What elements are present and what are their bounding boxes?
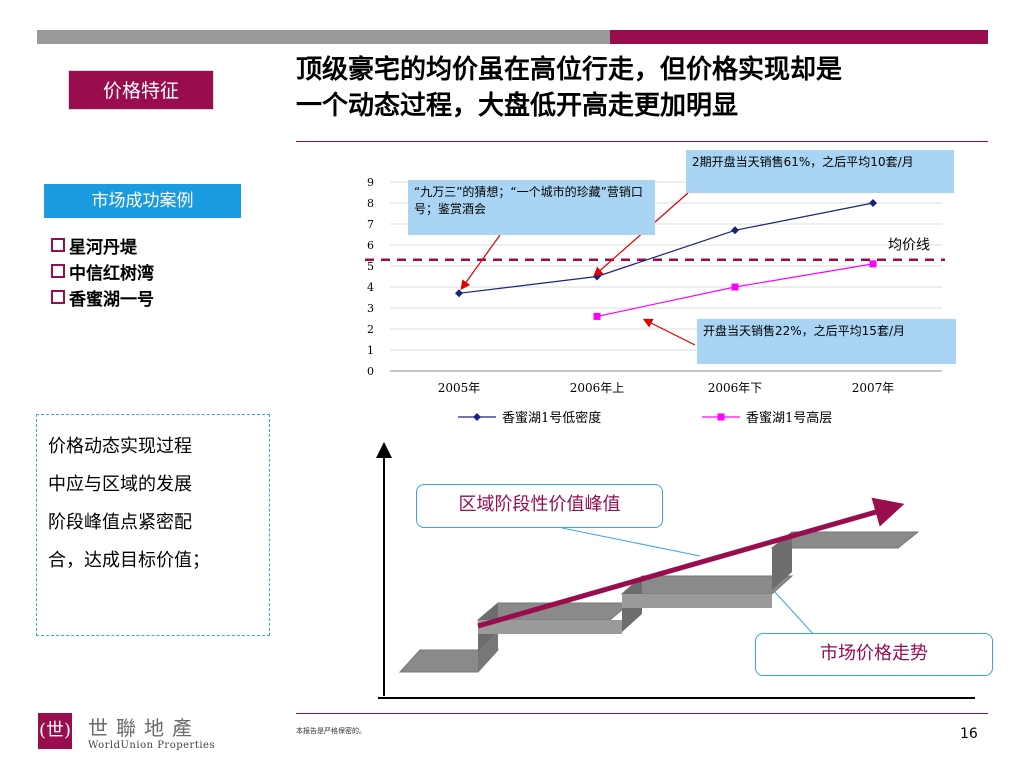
case-item-label: 香蜜湖一号 xyxy=(69,290,154,310)
data-point xyxy=(593,312,601,320)
callout-box-2: 2期开盘当天销售61%，之后平均10套/月 xyxy=(686,150,954,193)
checkbox-square-icon xyxy=(51,238,65,252)
legend-label: 香蜜湖1号高层 xyxy=(746,410,832,426)
callout-box-1: “九万三”的猜想；“一个城市的珍藏”营销口号；鉴赏酒会 xyxy=(408,180,655,235)
callout-arrow xyxy=(460,234,501,290)
y-tick-label: 5 xyxy=(367,260,374,273)
y-tick-label: 2 xyxy=(367,323,374,336)
case-item-label: 星河丹堤 xyxy=(69,238,137,258)
data-point xyxy=(869,260,877,268)
case-item: 星河丹堤 xyxy=(51,236,137,260)
market-price-label: 市场价格走势 xyxy=(755,633,993,676)
case-item-label: 中信红树湾 xyxy=(69,264,154,284)
top-bar-red xyxy=(610,30,988,44)
price-label-leader xyxy=(774,591,816,637)
y-tick-label: 9 xyxy=(367,176,374,189)
note-line: 价格动态实现过程 xyxy=(48,436,192,457)
x-tick-label: 2005年 xyxy=(438,381,481,395)
logo-name-cn: 世聯地產 xyxy=(88,716,200,740)
cases-header: 市场成功案例 xyxy=(44,184,241,218)
x-tick-label: 2007年 xyxy=(852,381,895,395)
series-line xyxy=(458,202,874,294)
peak-label-rest: 阶段性价值峰值 xyxy=(494,494,621,515)
case-item: 香蜜湖一号 xyxy=(51,288,154,312)
page-number: 16 xyxy=(960,726,978,742)
title-line-1: 顶级豪宅的均价虽在高位行走，但价格实现却是 xyxy=(296,55,843,85)
note-box xyxy=(36,414,270,636)
slide-title: 顶级豪宅的均价虽在高位行走，但价格实现却是 一个动态过程，大盘低开高走更加明显 xyxy=(296,52,976,124)
x-tick-label: 2006年上 xyxy=(570,381,625,395)
legend-marker xyxy=(473,413,481,421)
case-item: 中信红树湾 xyxy=(51,262,154,286)
checkbox-square-icon xyxy=(51,290,65,304)
logo-name-en: WorldUnion Properties xyxy=(88,740,216,751)
note-line: 合，达成目标价值； xyxy=(48,550,210,571)
peak-value-label: 区域阶段性价值峰值 xyxy=(416,484,663,528)
footer-divider xyxy=(296,713,988,714)
confidential-note: 本报告是严格保密的。 xyxy=(296,727,366,735)
title-divider xyxy=(296,141,988,142)
peak-label-prefix: 区域 xyxy=(458,494,495,515)
y-tick-label: 4 xyxy=(367,281,374,294)
data-point xyxy=(869,199,877,207)
y-tick-label: 7 xyxy=(367,218,374,231)
callout-box-3: 开盘当天销售22%，之后平均15套/月 xyxy=(697,319,956,364)
average-price-label: 均价线 xyxy=(888,238,930,254)
y-tick-label: 3 xyxy=(367,302,374,315)
logo-icon: (世) xyxy=(38,713,72,749)
note-line: 阶段峰值点紧密配 xyxy=(48,512,192,533)
staircase-diagram xyxy=(376,442,975,699)
x-tick-label: 2006年下 xyxy=(708,381,763,395)
top-bar-grey xyxy=(37,30,610,44)
section-tag: 价格特征 xyxy=(68,70,214,110)
staircase-steps xyxy=(398,531,920,673)
peak-label-leader xyxy=(561,527,701,557)
value-trend-arrow xyxy=(477,497,905,629)
y-tick-label: 8 xyxy=(367,197,374,210)
checkbox-square-icon xyxy=(51,264,65,278)
legend-label: 香蜜湖1号低密度 xyxy=(502,410,601,426)
data-point xyxy=(455,289,463,298)
y-tick-label: 0 xyxy=(367,365,374,378)
legend-marker xyxy=(717,413,725,421)
note-text: 价格动态实现过程 中应与区域的发展 阶段峰值点紧密配 合，达成目标价值； xyxy=(48,428,266,580)
data-point xyxy=(731,283,739,291)
y-tick-label: 1 xyxy=(367,344,374,357)
callout-arrow xyxy=(642,318,696,346)
note-line: 中应与区域的发展 xyxy=(48,474,192,495)
title-line-2: 一个动态过程，大盘低开高走更加明显 xyxy=(296,91,739,121)
y-tick-label: 6 xyxy=(367,239,374,252)
data-point xyxy=(731,226,739,235)
